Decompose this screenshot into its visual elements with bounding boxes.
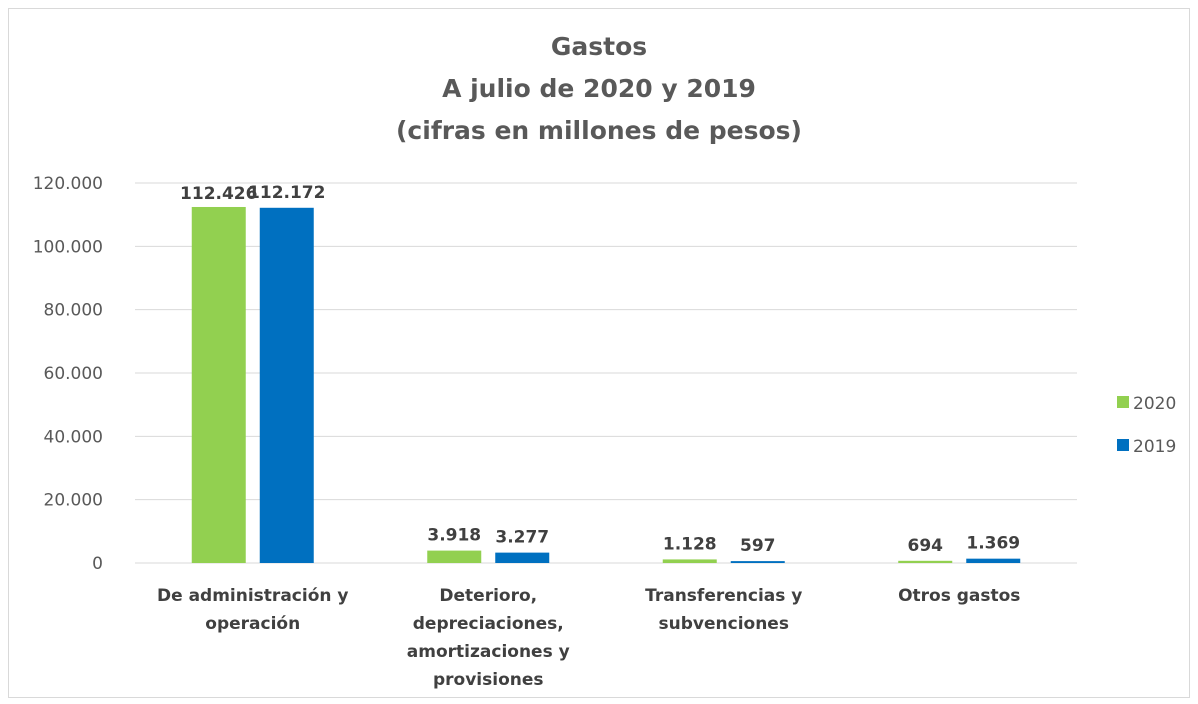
chart-title: Gastos A julio de 2020 y 2019 (cifras en m…	[396, 32, 802, 145]
data-label: 1.369	[966, 534, 1020, 554]
data-label: 3.918	[427, 526, 481, 546]
bar-2019	[495, 552, 550, 563]
y-tick-label: 20.000	[44, 491, 103, 511]
category-label: subvenciones	[659, 614, 789, 634]
bar-2020	[662, 559, 717, 563]
legend-swatch-2019	[1117, 439, 1129, 451]
legend-label-2020: 2020	[1133, 394, 1176, 414]
y-tick-label: 40.000	[44, 427, 103, 447]
y-tick-label: 100.000	[33, 237, 103, 257]
chart-title-line-1: Gastos	[551, 32, 647, 61]
y-tick-label: 60.000	[44, 364, 103, 384]
data-label: 112.426	[180, 184, 257, 204]
data-label: 694	[908, 536, 944, 556]
bar-2019	[259, 207, 314, 563]
bar-2019	[730, 561, 785, 563]
legend-swatch-2020	[1117, 396, 1129, 408]
legend: 2020 2019	[1117, 394, 1176, 457]
data-label: 3.277	[495, 528, 549, 548]
y-tick-label: 120.000	[33, 174, 103, 194]
bar-2020	[898, 560, 953, 563]
category-labels: De administración y operación Deterioro, de…	[157, 586, 1020, 690]
category-label: De administración y	[157, 586, 348, 606]
y-tick-label: 80.000	[44, 301, 103, 321]
data-label: 1.128	[663, 534, 717, 554]
category-label: Deterioro,	[439, 586, 537, 606]
bar-2020	[191, 206, 246, 564]
bar-2019	[966, 558, 1021, 563]
category-label: operación	[205, 614, 300, 634]
bars	[191, 206, 1021, 564]
data-label: 112.172	[248, 183, 325, 203]
category-label: provisiones	[433, 670, 544, 690]
category-label: amortizaciones y	[407, 642, 570, 662]
bar-2020	[427, 550, 482, 563]
y-tick-label: 0	[92, 554, 103, 574]
category-label: Transferencias y	[645, 586, 802, 606]
category-label: Otros gastos	[898, 586, 1020, 606]
y-axis-ticks: 0 20.000 40.000 60.000 80.000 100.000 120.000	[33, 174, 103, 574]
chart-title-line-2: A julio de 2020 y 2019	[442, 74, 756, 103]
data-label: 597	[740, 536, 776, 556]
chart-title-line-3: (cifras en millones de pesos)	[396, 116, 802, 145]
category-label: depreciaciones,	[413, 614, 564, 634]
legend-label-2019: 2019	[1133, 437, 1176, 457]
